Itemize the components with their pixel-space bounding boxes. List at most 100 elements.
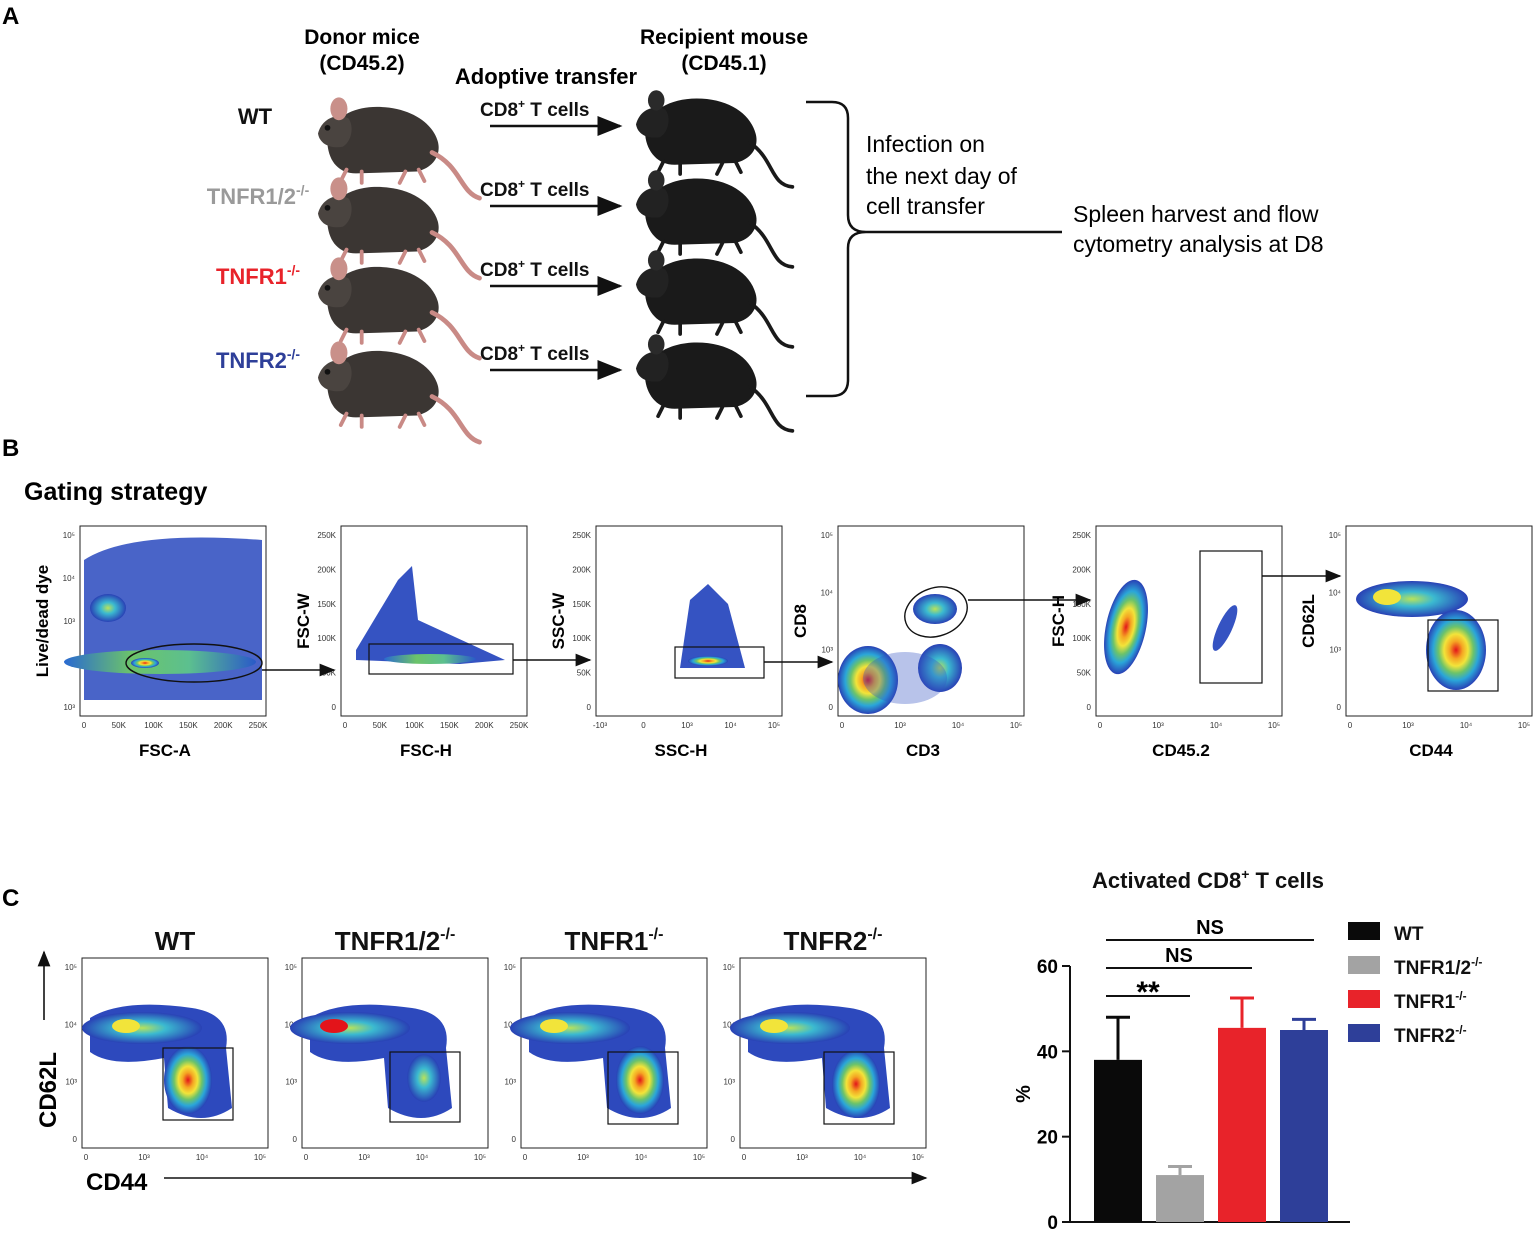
legend-swatch-1 — [1348, 956, 1380, 974]
significance-label-0: ** — [1136, 976, 1160, 1009]
gating-xtick-1-0: 0 — [343, 721, 348, 730]
infection-line-1: Infection on — [866, 131, 985, 157]
recipient-subtitle: (CD45.1) — [681, 52, 766, 75]
bar-0 — [1094, 1059, 1142, 1222]
bar-3 — [1280, 1030, 1328, 1222]
legend-label-3-main: TNFR2 — [1394, 1026, 1455, 1047]
arrow-label-3-tail: T cells — [525, 344, 589, 365]
gating-ytick-4-0: 250K — [1072, 531, 1091, 540]
activation-title-2-main: TNFR1 — [565, 926, 649, 956]
activation-effector-2 — [616, 1046, 664, 1114]
activation-ytick-3-2: 10³ — [723, 1078, 735, 1087]
gating-plots: 0 50K 100K 150K 200K 250K 10⁵ 10⁴ 10³ 0 10³ Live/de… — [33, 525, 1533, 760]
activation-title-1: TNFR1/2-/- — [335, 926, 456, 956]
density-bridge — [863, 652, 947, 704]
gating-xtick-4-1: 10³ — [1152, 721, 1164, 730]
activation-effector-0 — [164, 1046, 212, 1114]
chart-title-sup: + — [1241, 866, 1249, 882]
gating-ytick-0-2: 10³ — [63, 617, 75, 626]
gating-ylabel-3: CD8 — [791, 604, 810, 638]
gating-xtick-1-2: 100K — [405, 721, 424, 730]
recipient-title: Recipient mouse — [640, 26, 808, 49]
gating-ytick-1-3: 100K — [317, 634, 336, 643]
density-cd45-2 — [1212, 605, 1238, 651]
legend-swatch-2 — [1348, 990, 1380, 1008]
gating-xtick-1-4: 200K — [475, 721, 494, 730]
gating-xtick-4-3: 10⁵ — [1268, 721, 1280, 730]
group-label-1-sup: -/- — [296, 182, 310, 198]
gating-ytick-0-1: 10⁴ — [63, 574, 76, 583]
arrow-label-2: CD8+ T cells — [480, 257, 589, 281]
activation-gate-2 — [607, 1051, 679, 1125]
activation-xlabel: CD44 — [86, 1169, 148, 1196]
gating-ytick-2-1: 200K — [572, 565, 591, 574]
activation-xtick-0-2: 10⁴ — [196, 1153, 209, 1162]
gating-xtick-0-2: 100K — [144, 721, 163, 730]
adoptive-transfer-title: Adoptive transfer — [455, 64, 638, 89]
group-label-3-main: TNFR2 — [216, 348, 287, 373]
arrow-label-3: CD8+ T cells — [480, 341, 589, 365]
density-activated-6 — [1426, 610, 1486, 690]
legend-label-1-main: TNFR1/2 — [1394, 958, 1471, 979]
activation-title-2-sup: -/- — [648, 926, 663, 943]
gating-ytick-2-3: 100K — [572, 634, 591, 643]
activation-ylabel: CD62L — [35, 1052, 62, 1128]
recipient-mouse-2 — [634, 248, 795, 349]
significance-label-1: NS — [1165, 945, 1193, 967]
gating-xtick-5-3: 10⁵ — [1518, 721, 1530, 730]
gating-ytick-5-0: 10⁵ — [1329, 531, 1341, 540]
activation-plot-0: 0 10³ 10⁴ 10⁵ 10⁵ 10⁴ 10³ 0 WT — [65, 926, 269, 1162]
gating-ylabel-2: SSC-W — [549, 592, 568, 650]
activation-ytick-0-3: 0 — [73, 1135, 78, 1144]
activation-title-1-main: TNFR1/2 — [335, 926, 440, 956]
gating-ylabel-1: FSC-W — [294, 592, 313, 649]
activation-ytick-2-3: 0 — [512, 1135, 517, 1144]
gating-plot-4: 0 10³ 10⁴ 10⁵ 250K 200K 150K 100K 50K 0 FSC-H CD45.… — [1049, 525, 1283, 760]
legend-swatch-0 — [1348, 922, 1380, 940]
group-label-2-sup: -/- — [287, 262, 301, 278]
gating-ytick-1-2: 150K — [317, 600, 336, 609]
chart-title: Activated CD8+ T cells — [1092, 866, 1324, 893]
activation-naive-core-0 — [112, 1019, 140, 1033]
gating-xtick-5-1: 10³ — [1402, 721, 1414, 730]
gating-ytick-2-4: 50K — [577, 669, 592, 678]
activation-xtick-0-1: 10³ — [138, 1153, 150, 1162]
gating-ytick-1-1: 200K — [317, 565, 336, 574]
chart-ytick-label-0: 0 — [1047, 1213, 1058, 1230]
density-band-2 — [384, 654, 476, 664]
gating-xtick-0-0: 0 — [82, 721, 87, 730]
activation-ytick-2-0: 10⁵ — [504, 963, 516, 972]
activation-xtick-3-3: 10⁵ — [912, 1153, 924, 1162]
activation-xtick-2-1: 10³ — [577, 1153, 589, 1162]
bar-1 — [1156, 1175, 1204, 1222]
density-hotspot-1b — [131, 658, 159, 668]
gating-ytick-4-4: 50K — [1077, 669, 1092, 678]
gating-xtick-2-0: -10³ — [593, 721, 608, 730]
density-band-1 — [64, 650, 256, 674]
density-cd45-1 — [1104, 579, 1148, 675]
gating-xtick-0-4: 200K — [214, 721, 233, 730]
chart-title-main: Activated CD8 — [1092, 868, 1241, 893]
arrow-label-0-tail: T cells — [525, 100, 589, 121]
gating-ylabel-0: Live/dead dye — [33, 565, 52, 677]
group-label-3: TNFR2-/- — [216, 346, 300, 373]
donor-title: Donor mice — [304, 26, 420, 49]
density-naive-core-6 — [1373, 589, 1401, 605]
gating-ytick-5-2: 10³ — [1329, 646, 1341, 655]
arrow-label-1: CD8+ T cells — [480, 177, 589, 201]
gating-xtick-2-4: 10⁵ — [768, 721, 780, 730]
activation-title-1-sup: -/- — [440, 926, 455, 943]
activation-gate-1 — [389, 1051, 461, 1123]
legend-label-2: TNFR1-/- — [1394, 989, 1467, 1013]
legend-label-3-sup: -/- — [1455, 1023, 1466, 1037]
gating-xlabel-2: SSC-H — [655, 741, 708, 760]
gating-ytick-2-2: 150K — [572, 600, 591, 609]
activation-naive-band-2 — [510, 1012, 630, 1044]
activation-xtick-1-3: 10⁵ — [474, 1153, 486, 1162]
density-cloud-2 — [356, 566, 505, 664]
gating-xtick-3-0: 0 — [840, 721, 845, 730]
activation-plot-2: 0 10³ 10⁴ 10⁵ 10⁵ 10⁴ 10³ 0 TNFR1-/- — [504, 926, 708, 1162]
legend-label-0-main: WT — [1394, 924, 1424, 945]
